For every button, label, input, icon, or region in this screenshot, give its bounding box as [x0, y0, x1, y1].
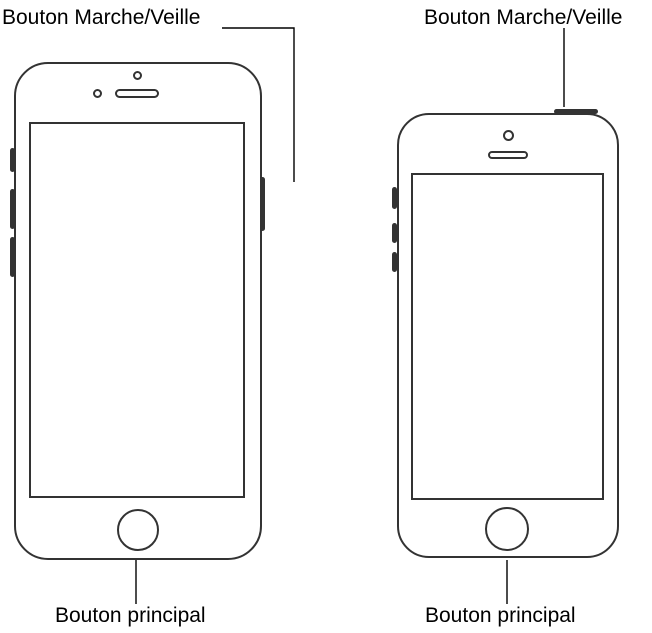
- phone-right: [397, 113, 619, 558]
- volume-up-button: [392, 223, 397, 243]
- mute-switch: [392, 187, 397, 209]
- sleep-wake-side-button: [260, 177, 265, 231]
- proximity-sensor-icon: [93, 89, 102, 98]
- home-button: [485, 507, 529, 551]
- phone-screen: [411, 173, 604, 500]
- phone-left: [14, 62, 262, 560]
- volume-down-button: [392, 252, 397, 272]
- volume-down-button: [10, 237, 15, 277]
- sleep-wake-top-button: [554, 109, 598, 114]
- mute-switch: [10, 148, 15, 172]
- front-camera-icon: [133, 71, 142, 80]
- ear-speaker-icon: [115, 89, 159, 98]
- phone-screen: [29, 122, 245, 498]
- volume-up-button: [10, 189, 15, 229]
- ear-speaker-icon: [488, 151, 528, 159]
- front-camera-icon: [503, 130, 514, 141]
- home-button: [117, 509, 159, 551]
